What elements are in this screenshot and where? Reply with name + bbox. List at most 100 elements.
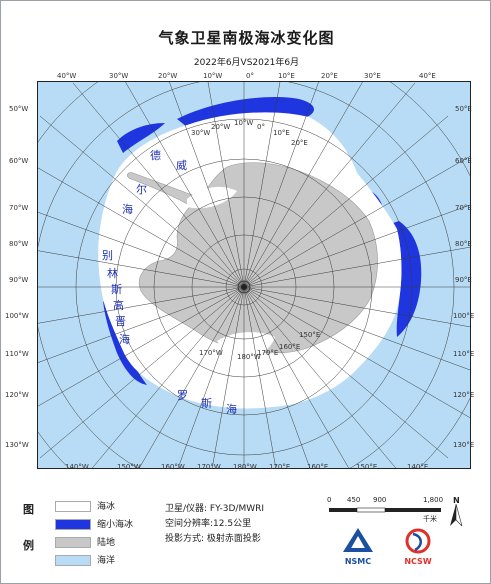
sea-name-weddell-3: 尔	[136, 183, 147, 196]
lon-label-right-8: 120°E	[453, 391, 475, 399]
inner-lon-label-1: 30°W	[191, 129, 211, 137]
lon-label-bottom-2: 150°W	[117, 463, 141, 471]
sea-name-ross-2: 斯	[201, 397, 212, 410]
metadata-info: 卫星/仪器: FY-3D/MWRI 空间分辨率:12.5公里 投影方式: 极射赤…	[165, 501, 335, 546]
inner-lon-label-6: 20°E	[291, 139, 308, 147]
sea-name-ross-1: 罗	[177, 389, 188, 402]
lon-label-top-4: 10°W	[203, 72, 223, 80]
ronne-ice-shelf	[187, 186, 237, 209]
inner-lon-label-4: 0°	[257, 123, 265, 131]
scale-bar: 0 450 900 1,800 千米 N	[327, 496, 477, 526]
lon-label-top-8: 30°E	[364, 72, 381, 80]
legend-label-land: 陆地	[97, 538, 116, 548]
scale-tick-450: 450	[347, 496, 361, 504]
lon-label-bottom-7: 160°E	[307, 463, 329, 471]
lon-label-right-9: 130°E	[453, 441, 475, 449]
map-title: 气象卫星南极海冰变化图	[158, 29, 335, 47]
inner-lon-label-5: 10°E	[273, 129, 290, 137]
inner-lon-label-8: 180°W	[237, 353, 261, 361]
inner-lon-label-3: 10°W	[234, 119, 254, 127]
legend-heading-top: 图	[23, 503, 34, 516]
ncsw-logo-text: NCSW	[404, 557, 432, 566]
inner-lon-label-11: 150°E	[299, 331, 321, 339]
sea-name-weddell-1: 德	[150, 149, 161, 162]
lon-label-bottom-8: 150°E	[356, 463, 378, 471]
projection-text: 投影方式: 极射赤面投影	[165, 534, 261, 544]
lon-label-left-6: 100°W	[5, 312, 29, 320]
legend-swatch-land	[55, 537, 91, 548]
lon-label-top-3: 20°W	[158, 72, 178, 80]
polar-map: 德 威 尔 海 别 林 斯 高 晋 海 罗 斯 海	[37, 81, 471, 469]
sea-name-bellingshausen-2: 林	[107, 267, 118, 280]
south-pole-marker	[237, 280, 251, 294]
lon-label-right-1: 50°E	[455, 105, 472, 113]
graticule-meridians	[37, 81, 471, 469]
lon-label-top-2: 30°W	[109, 72, 129, 80]
lon-label-top-5: 0°	[246, 72, 254, 80]
satellite-instrument-text: 卫星/仪器: FY-3D/MWRI	[165, 504, 265, 514]
lon-label-left-3: 70°W	[9, 204, 29, 212]
lon-label-left-8: 120°W	[5, 391, 29, 399]
legend-label-sea-ice: 海冰	[97, 502, 116, 512]
lon-label-bottom-9: 140°E	[407, 463, 429, 471]
lon-label-bottom-3: 160°W	[161, 463, 185, 471]
sea-name-weddell-2: 威	[176, 159, 187, 172]
legend-swatch-sea-ice	[55, 501, 91, 512]
nsmc-logo-icon	[343, 528, 373, 552]
lon-label-bottom-1: 140°W	[65, 463, 89, 471]
scale-tick-900: 900	[373, 496, 387, 504]
scale-tick-1800: 1,800	[423, 496, 444, 504]
sea-name-bellingshausen-1: 别	[102, 249, 113, 262]
inner-lon-label-10: 160°E	[279, 343, 301, 351]
legend-label-ocean: 海洋	[97, 556, 116, 566]
scale-bar-graphic	[329, 507, 441, 513]
ross-ice-shelf	[217, 332, 275, 359]
lon-label-top-7: 20°E	[321, 72, 338, 80]
legend-swatch-ocean	[55, 555, 91, 566]
legend-swatch-reduced-ice	[55, 519, 91, 530]
nsmc-logo-text: NSMC	[344, 557, 372, 566]
lon-label-right-5: 90°E	[455, 276, 472, 284]
map-subtitle: 2022年6月VS2021年6月	[193, 58, 300, 68]
sea-name-ross-3: 海	[226, 403, 237, 416]
lon-label-top-1: 40°W	[57, 72, 77, 80]
legend-label-reduced-ice: 缩小海冰	[97, 520, 134, 530]
sea-name-weddell-4: 海	[122, 203, 133, 216]
north-label: N	[453, 496, 460, 505]
inner-lon-label-2: 20°W	[211, 123, 231, 131]
ncsw-logo: NCSW	[393, 526, 443, 566]
ncsw-logo-icon	[405, 528, 431, 554]
lon-label-left-2: 60°W	[9, 157, 29, 165]
lon-label-left-7: 110°W	[5, 350, 29, 358]
sea-name-bellingshausen-4: 高	[113, 299, 124, 312]
nsmc-logo: NSMC	[333, 526, 383, 566]
lon-label-bottom-5: 180°W	[233, 463, 257, 471]
sea-name-bellingshausen-6: 海	[119, 333, 130, 346]
scale-tick-0: 0	[327, 496, 332, 504]
lon-label-right-6: 100°E	[453, 312, 475, 320]
lon-label-right-2: 60°E	[455, 157, 472, 165]
lon-label-left-5: 90°W	[9, 276, 29, 284]
north-arrow-icon	[450, 504, 463, 526]
lon-label-right-3: 70°E	[455, 204, 472, 212]
polar-map-svg	[37, 81, 471, 469]
lon-label-bottom-6: 170°E	[269, 463, 291, 471]
lon-label-bottom-4: 170°W	[197, 463, 221, 471]
inner-lon-label-7: 170°W	[199, 349, 223, 357]
spatial-resolution-text: 空间分辨率:12.5公里	[165, 519, 252, 529]
lon-label-left-4: 80°W	[9, 240, 29, 248]
map-border	[37, 81, 471, 469]
sea-name-bellingshausen-5: 晋	[115, 315, 126, 328]
sea-name-bellingshausen-3: 斯	[111, 283, 122, 296]
lon-label-right-7: 110°E	[453, 350, 475, 358]
lon-label-top-6: 10°E	[278, 72, 295, 80]
lon-label-left-1: 50°W	[9, 105, 29, 113]
inner-lon-label-9: 170°E	[257, 349, 279, 357]
lon-label-right-4: 80°E	[455, 240, 472, 248]
map-legend: 图 例 海冰 缩小海冰 陆地 海洋	[19, 497, 139, 575]
lon-label-left-9: 130°W	[5, 441, 29, 449]
scale-unit: 千米	[423, 515, 437, 523]
lon-label-top-9: 40°E	[419, 72, 436, 80]
legend-heading-bottom: 例	[23, 539, 34, 552]
